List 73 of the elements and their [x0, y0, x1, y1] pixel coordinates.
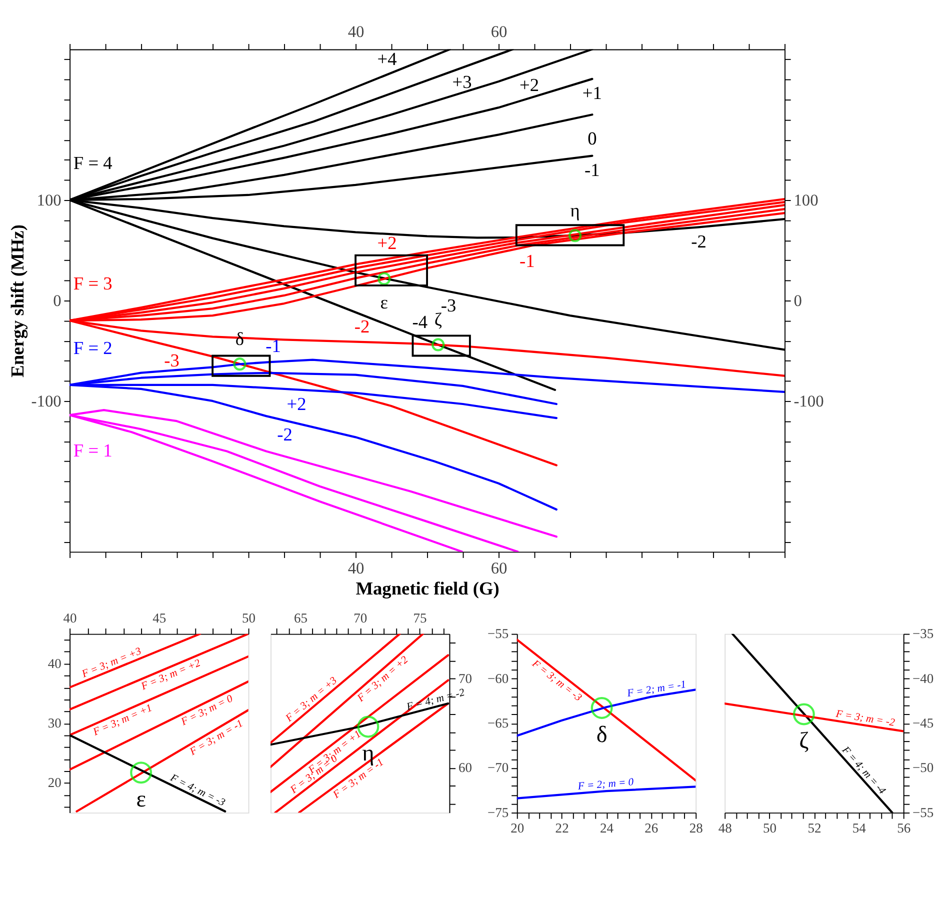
y-axis-title: Energy shift (MHz): [8, 224, 29, 378]
annotation: F = 4: [73, 153, 112, 174]
x-tick-label: 26: [644, 820, 658, 836]
annotation: -3: [440, 296, 456, 316]
x-tick-label: 48: [718, 820, 732, 836]
y-tick-label: −45: [912, 716, 934, 731]
y-tick-label: −60: [488, 670, 509, 686]
annotation: ε: [380, 292, 388, 313]
annotation: +1: [582, 83, 602, 104]
y-tick-label: 0: [53, 290, 62, 310]
y-tick-label: −55: [488, 626, 509, 642]
annotation: η: [570, 200, 580, 220]
annotation: -2: [691, 231, 706, 252]
x-tick-label: 45: [152, 610, 166, 626]
y-tick-label: −65: [488, 716, 509, 731]
y2-tick-label: -100: [794, 391, 824, 410]
annotation: -1: [584, 160, 600, 180]
annotation: -1: [519, 250, 535, 271]
y-tick-label: 100: [36, 190, 62, 210]
annotation: +2: [520, 75, 540, 96]
annotation: η: [362, 740, 374, 767]
y-tick-label: −75: [488, 804, 509, 820]
x-tick-label: 56: [897, 820, 911, 836]
x-tick-label: 40: [63, 610, 78, 626]
annotation: F = 1: [73, 440, 112, 461]
y-tick-label: −50: [912, 760, 934, 776]
y2-tick-label: 0: [794, 290, 802, 310]
x-tick-label: 52: [808, 820, 822, 836]
x-tick-label: 70: [354, 610, 368, 626]
annotation: F = 2; m = 0: [576, 777, 635, 793]
x-tick-label: 20: [510, 820, 524, 836]
y-tick-label: -100: [31, 391, 62, 410]
annotation: +2: [286, 394, 306, 414]
y2-tick-label: 100: [794, 190, 818, 210]
x2-tick-label: 40: [348, 22, 364, 42]
x-tick-label: 54: [852, 820, 866, 836]
annotation: F = 3: [73, 274, 112, 294]
annotation: F = 2: [73, 338, 112, 358]
annotation: 0: [588, 128, 597, 149]
annotation: ζ: [434, 309, 442, 330]
annotation: -2: [354, 316, 370, 336]
x-tick-label: 65: [294, 610, 308, 626]
annotation: -2: [277, 424, 292, 445]
y-tick-label: −35: [912, 626, 934, 642]
annotation: F = 4; m = -4: [838, 744, 888, 798]
annotation: F = 3; m = -3: [529, 658, 584, 704]
x-tick-label: 50: [242, 610, 256, 626]
x-axis-title: Magnetic field (G): [356, 578, 500, 600]
annotation: F = 4; m = -3: [167, 772, 227, 809]
y-tick-label: −70: [488, 760, 509, 776]
y-tick-label: 40: [48, 656, 62, 671]
x-tick-label: 50: [763, 820, 777, 836]
annotation: -3: [164, 350, 180, 371]
y-tick-label: −40: [912, 670, 934, 686]
annotation: +2: [377, 233, 397, 254]
y-tick-label: 20: [48, 775, 62, 790]
annotation: ε: [136, 786, 146, 812]
x-tick-label: 22: [555, 820, 570, 836]
annotation: δ: [596, 722, 608, 748]
y-tick-label: −55: [912, 804, 934, 820]
x-tick-label: 75: [413, 610, 427, 626]
annotation: +3: [452, 72, 472, 92]
annotation: F = 3; m = -2: [834, 708, 896, 729]
annotation: +4: [377, 48, 397, 69]
x-tick-label: 28: [689, 820, 704, 836]
annotation: ζ: [799, 728, 810, 754]
annotation: -4: [412, 312, 428, 332]
x-tick-label: 24: [600, 820, 614, 836]
annotation: F = 3; m = +1: [90, 702, 154, 739]
annotation: F = 3; m = +3: [283, 675, 340, 725]
y-tick-label: 30: [48, 716, 62, 731]
annotation: -1: [266, 336, 281, 356]
annotation: F = 2; m = -1: [625, 679, 687, 700]
